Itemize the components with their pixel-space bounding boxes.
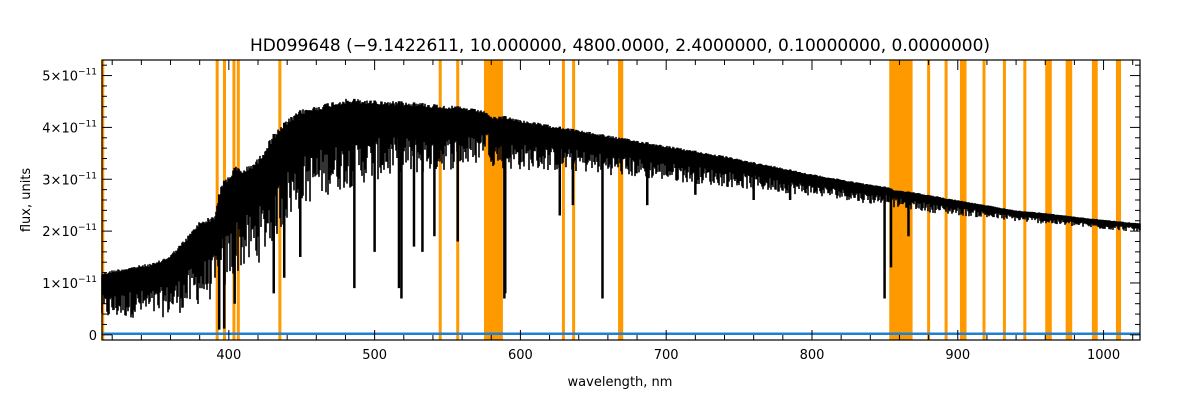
mask-line <box>1046 60 1050 340</box>
mask-line <box>1067 60 1071 340</box>
mask-line <box>438 60 442 340</box>
chart-title: HD099648 (−9.1422611, 10.000000, 4800.00… <box>250 36 990 56</box>
mask-band <box>889 60 913 340</box>
y-tick-label: 4×10−11 <box>42 119 97 136</box>
mask-line <box>962 60 966 340</box>
mask-line <box>982 60 986 340</box>
mask-band <box>483 60 503 340</box>
mask-line <box>1116 60 1120 340</box>
y-tick-label: 0 <box>89 329 97 344</box>
y-tick-label: 5×10−11 <box>42 68 97 85</box>
x-tick-label: 700 <box>654 348 679 363</box>
x-tick-label: 800 <box>800 348 825 363</box>
y-tick-label: 3×10−11 <box>42 171 97 188</box>
x-tick-label: 500 <box>362 348 387 363</box>
mask-line <box>215 60 219 340</box>
x-tick-label: 600 <box>508 348 533 363</box>
mask-line <box>620 60 624 340</box>
x-axis-label: wavelength, nm <box>568 375 673 390</box>
axes: 400 500 600 700 800 900 1000 0 1×10−11 2×10−11 3×1… <box>42 59 1141 363</box>
y-tick-label: 1×10−11 <box>42 275 97 292</box>
y-axis-label: flux, units <box>19 168 34 233</box>
mask-line <box>618 60 622 340</box>
mask-line <box>561 60 565 340</box>
mask-line <box>1023 60 1027 340</box>
y-tick-label: 2×10−11 <box>42 223 97 240</box>
mask-line <box>1002 60 1006 340</box>
x-tick-label: 900 <box>945 348 970 363</box>
mask-line <box>1093 60 1097 340</box>
x-tick-label: 1000 <box>1087 348 1120 363</box>
x-tick-label: 400 <box>216 348 241 363</box>
